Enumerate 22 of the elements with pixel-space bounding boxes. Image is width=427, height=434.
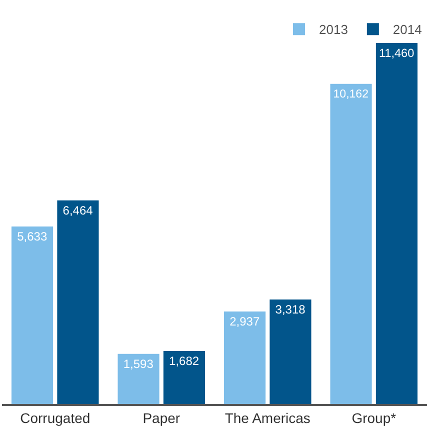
bar — [163, 351, 206, 404]
legend-label: 2013 — [319, 22, 348, 38]
x-tick-label: The Americas — [224, 410, 310, 426]
bar — [330, 84, 372, 404]
bar — [224, 311, 266, 404]
legend-label: 2014 — [392, 22, 422, 38]
bar — [11, 226, 54, 404]
data-label: 2,937 — [230, 314, 260, 328]
bar — [57, 200, 99, 404]
bar — [376, 43, 418, 404]
x-tick-label: Paper — [142, 410, 180, 426]
x-tick-label: Group* — [352, 410, 397, 426]
data-label: 10,162 — [333, 88, 368, 100]
data-label: 11,460 — [378, 46, 415, 60]
data-label: 6,464 — [62, 203, 94, 218]
bar — [118, 354, 160, 404]
data-label: 5,633 — [17, 230, 48, 244]
bar — [270, 299, 312, 404]
data-label: 1,682 — [169, 354, 200, 368]
x-tick-label: Corrugated — [20, 410, 90, 426]
data-label: 1,593 — [123, 356, 154, 371]
data-label: 3,318 — [275, 302, 306, 316]
